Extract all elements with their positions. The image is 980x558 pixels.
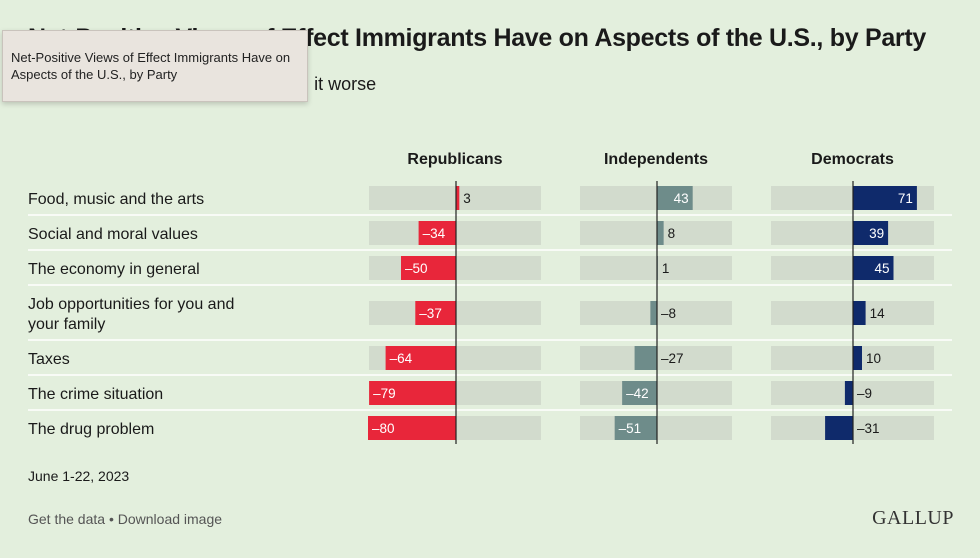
- title-tooltip: Net-Positive Views of Effect Immigrants …: [2, 30, 308, 102]
- data-label: –80: [372, 421, 395, 436]
- data-label: 39: [869, 226, 884, 241]
- category-label: Food, music and the arts: [28, 191, 204, 208]
- data-label: –50: [405, 261, 428, 276]
- data-label: –64: [390, 351, 413, 366]
- bar-democrats[interactable]: [853, 186, 917, 210]
- bar-republicans[interactable]: [385, 346, 456, 370]
- data-label: –34: [423, 226, 446, 241]
- column-header-independents: Independents: [604, 151, 708, 168]
- data-label: 45: [874, 261, 889, 276]
- data-label: –42: [626, 386, 649, 401]
- category-label: The economy in general: [28, 261, 200, 278]
- footer-separator: •: [105, 511, 118, 527]
- bar-democrats[interactable]: [844, 381, 853, 405]
- category-label: Taxes: [28, 351, 70, 368]
- bar-independents[interactable]: [657, 221, 664, 245]
- bar-independents[interactable]: [614, 416, 657, 440]
- survey-date: June 1-22, 2023: [28, 468, 130, 484]
- bar-track: [369, 186, 541, 210]
- bar-republicans[interactable]: [369, 381, 456, 405]
- data-label: 71: [898, 191, 913, 206]
- data-label: 8: [668, 226, 676, 241]
- bar-independents[interactable]: [657, 186, 693, 210]
- download-image-link[interactable]: Download image: [117, 511, 223, 527]
- data-label: –8: [661, 306, 676, 321]
- bar-democrats[interactable]: [853, 221, 889, 245]
- bar-independents[interactable]: [634, 346, 657, 370]
- data-label: 43: [674, 191, 689, 206]
- bar-democrats[interactable]: [825, 416, 853, 440]
- category-label: Job opportunities for you and your family: [28, 296, 234, 333]
- bar-independents[interactable]: [622, 381, 657, 405]
- category-label: Social and moral values: [28, 226, 198, 243]
- category-label: The drug problem: [28, 421, 154, 438]
- data-label: 14: [870, 306, 886, 321]
- gallup-logo: GALLUP: [872, 507, 954, 529]
- data-label: –27: [661, 351, 684, 366]
- data-label: –9: [857, 386, 872, 401]
- bar-republicans[interactable]: [401, 256, 456, 280]
- bar-republicans[interactable]: [456, 186, 460, 210]
- column-header-democrats: Democrats: [811, 151, 894, 168]
- data-label: –51: [619, 421, 642, 436]
- bar-independents[interactable]: [650, 301, 657, 325]
- data-label: 3: [463, 191, 471, 206]
- data-label: 1: [662, 261, 670, 276]
- category-label: The crime situation: [28, 386, 163, 403]
- bar-democrats[interactable]: [853, 256, 894, 280]
- bar-track: [580, 256, 732, 280]
- data-label: –37: [419, 306, 442, 321]
- column-header-republicans: Republicans: [407, 151, 502, 168]
- bar-republicans[interactable]: [415, 301, 456, 325]
- bar-democrats[interactable]: [853, 346, 862, 370]
- bar-republicans[interactable]: [368, 416, 456, 440]
- bar-republicans[interactable]: [418, 221, 456, 245]
- data-label: 10: [866, 351, 881, 366]
- footer-links: Get the data • Download image: [28, 511, 222, 527]
- get-data-link[interactable]: Get the data: [28, 511, 106, 527]
- data-label: –79: [373, 386, 396, 401]
- bar-track: [580, 186, 732, 210]
- bar-track: [580, 221, 732, 245]
- bar-democrats[interactable]: [853, 301, 866, 325]
- data-label: –31: [857, 421, 880, 436]
